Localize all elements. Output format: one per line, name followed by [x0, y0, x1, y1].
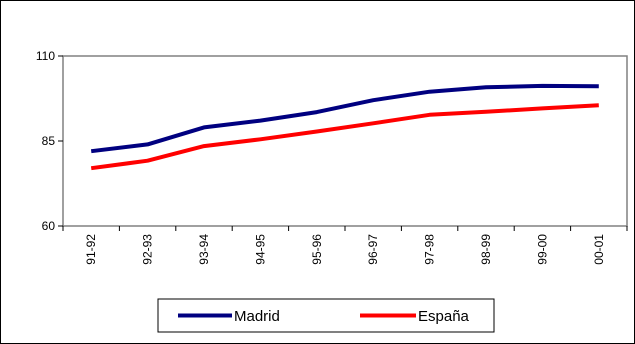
plot-area	[62, 55, 628, 227]
y-axis: 60 85 110	[36, 49, 63, 233]
y-tick-label: 110	[36, 49, 55, 63]
x-tick-label: 92-93	[141, 234, 155, 265]
y-tick-label: 85	[42, 134, 56, 148]
x-tick-label: 96-97	[366, 234, 380, 265]
series-line-madrid	[90, 83, 599, 154]
x-tick-label: 93-94	[197, 234, 211, 265]
x-tick-label: 91-92	[84, 234, 98, 265]
x-tick-label: 97-98	[423, 234, 437, 265]
x-axis: 91-92 92-93 93-94 94-95 95-96 96-97 97-98 98-99…	[62, 226, 628, 265]
legend: Madrid España	[157, 298, 495, 333]
x-tick-label: 98-99	[479, 234, 493, 265]
x-tick-label: 99-00	[535, 234, 549, 265]
series-line-espana	[90, 103, 599, 171]
legend-label-madrid: Madrid	[234, 308, 280, 325]
legend-label-espana: España	[418, 308, 470, 325]
series-layer	[90, 83, 599, 171]
y-tick-label: 60	[42, 219, 56, 233]
x-tick-label: 00-01	[592, 234, 606, 265]
legend-box	[157, 298, 495, 333]
x-tick-label: 95-96	[310, 234, 324, 265]
x-tick-label: 94-95	[253, 234, 267, 265]
